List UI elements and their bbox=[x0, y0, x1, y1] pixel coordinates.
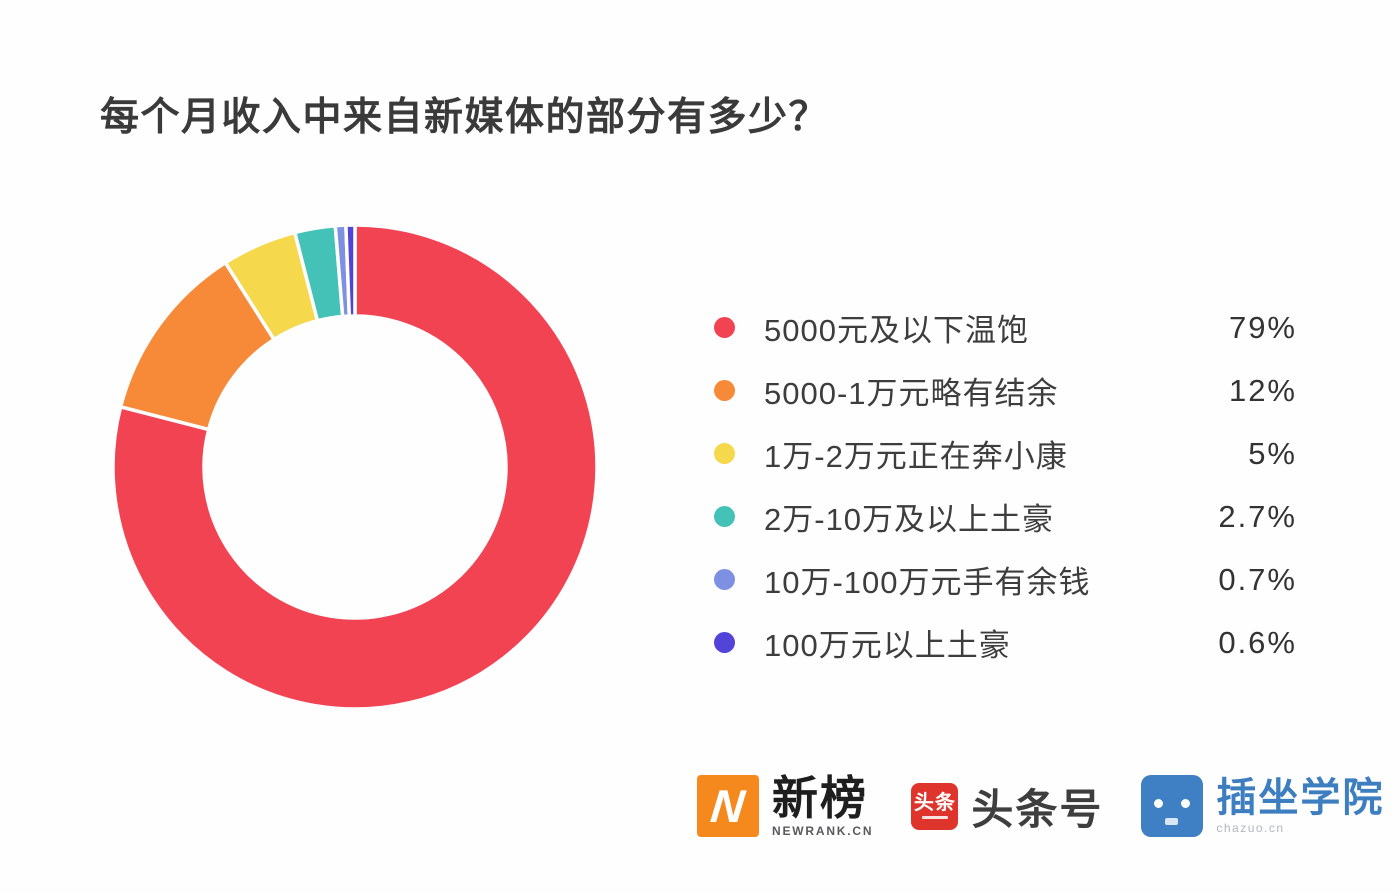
donut-chart bbox=[111, 223, 599, 711]
legend-label: 1万-2万元正在奔小康 bbox=[764, 439, 1068, 474]
legend-row: 2万-10万及以上土豪 2.7% bbox=[705, 485, 1297, 548]
brand-chazuo: 插坐学院 chazuo.cn bbox=[1141, 775, 1385, 838]
page-title: 每个月收入中来自新媒体的部分有多少？ bbox=[100, 96, 830, 139]
newrank-name: 新榜 bbox=[772, 772, 868, 824]
legend-color-dot bbox=[714, 317, 735, 338]
legend-percent: 5% bbox=[1248, 435, 1297, 471]
legend-color-dot bbox=[714, 380, 735, 401]
chazuo-eye-icon bbox=[1154, 799, 1164, 809]
toutiao-icon-bar bbox=[921, 816, 948, 820]
newrank-logo-icon: N bbox=[697, 775, 759, 838]
legend-color-dot bbox=[714, 443, 735, 464]
legend-percent: 0.7% bbox=[1218, 561, 1297, 597]
legend-percent: 79% bbox=[1228, 309, 1297, 345]
legend-row: 1万-2万元正在奔小康 5% bbox=[705, 422, 1297, 485]
legend-label: 5000元及以下温饱 bbox=[764, 313, 1029, 348]
toutiao-name: 头条号 bbox=[971, 785, 1104, 833]
toutiao-icon-text: 头条 bbox=[913, 792, 956, 815]
legend-row: 5000-1万元略有结余 12% bbox=[705, 359, 1297, 422]
toutiao-logo-icon: 头条 bbox=[911, 782, 959, 830]
legend-row: 5000元及以下温饱 79% bbox=[705, 296, 1297, 359]
chazuo-eye-icon bbox=[1181, 799, 1191, 809]
chazuo-url: chazuo.cn bbox=[1216, 821, 1285, 836]
donut-slice bbox=[344, 223, 357, 318]
legend-row: 10万-100万元手有余钱 0.7% bbox=[705, 548, 1297, 611]
legend-row: 100万元以上土豪 0.6% bbox=[705, 611, 1297, 674]
legend-label: 100万元以上土豪 bbox=[764, 628, 1011, 663]
legend-color-dot bbox=[714, 632, 735, 653]
newrank-url: NEWRANK.CN bbox=[772, 824, 874, 839]
chazuo-name: 插坐学院 bbox=[1216, 776, 1385, 821]
legend-color-dot bbox=[714, 569, 735, 590]
brand-footer: N 新榜 NEWRANK.CN 头条 头条号 插坐学院 chazuo.cn bbox=[697, 774, 1384, 838]
chazuo-mouth-icon bbox=[1165, 818, 1179, 826]
brand-newrank: N 新榜 NEWRANK.CN bbox=[697, 774, 873, 838]
legend-color-dot bbox=[714, 506, 735, 527]
brand-toutiao: 头条 头条号 bbox=[911, 776, 1103, 837]
legend-label: 2万-10万及以上土豪 bbox=[764, 502, 1055, 537]
legend-percent: 2.7% bbox=[1218, 498, 1297, 534]
legend-label: 10万-100万元手有余钱 bbox=[764, 565, 1091, 600]
legend-percent: 12% bbox=[1228, 372, 1297, 408]
chart-legend: 5000元及以下温饱 79% 5000-1万元略有结余 12% 1万-2万元正在… bbox=[705, 296, 1297, 674]
donut-slice bbox=[111, 223, 599, 711]
chazuo-logo-icon bbox=[1141, 775, 1204, 838]
legend-percent: 0.6% bbox=[1218, 624, 1297, 660]
newrank-n-glyph: N bbox=[708, 780, 748, 833]
legend-label: 5000-1万元略有结余 bbox=[764, 376, 1059, 411]
